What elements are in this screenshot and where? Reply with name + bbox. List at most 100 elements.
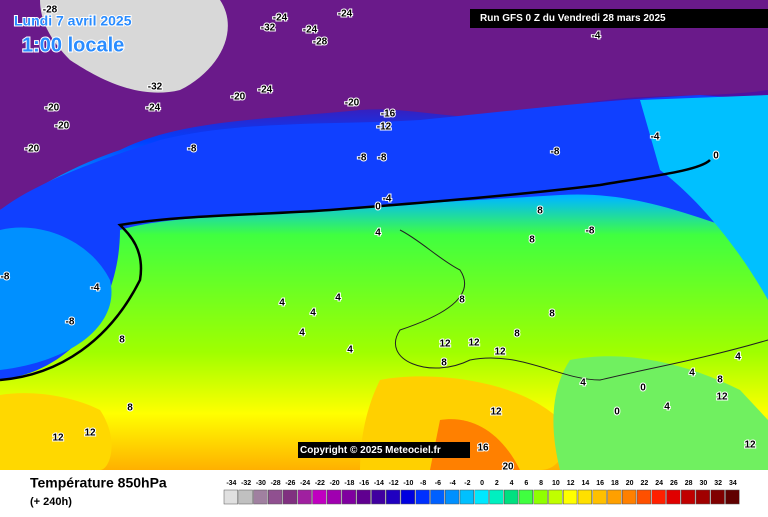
scale-swatch <box>592 489 607 505</box>
contour-label: 0 <box>640 383 646 394</box>
scale-label: 10 <box>552 480 560 487</box>
contour-label: 4 <box>664 402 670 413</box>
scale-label: 18 <box>611 480 619 487</box>
contour-label: 12 <box>494 347 506 358</box>
contour-label: 8 <box>441 358 447 369</box>
contour-label: -8 <box>66 317 75 328</box>
contour-label: 8 <box>119 335 125 346</box>
contour-label: 4 <box>735 352 741 363</box>
contour-label: 4 <box>347 345 353 356</box>
scale-swatch <box>666 489 681 505</box>
contour-label: 4 <box>335 293 341 304</box>
contour-label: -24 <box>146 103 161 114</box>
scale-swatch <box>577 489 592 505</box>
contour-label: -8 <box>358 153 367 164</box>
scale-label: 28 <box>685 480 693 487</box>
contour-label: -24 <box>303 25 318 36</box>
copyright-box <box>298 442 470 458</box>
scale-swatch <box>297 489 312 505</box>
contour-label: 8 <box>529 235 535 246</box>
contour-label: 12 <box>439 339 451 350</box>
date-text: Lundi 7 avril 2025 <box>14 13 132 29</box>
scale-swatch <box>400 489 415 505</box>
contour-label: -20 <box>55 121 70 132</box>
contour-label: 0 <box>375 202 381 213</box>
scale-swatch <box>459 489 474 505</box>
scale-label: -6 <box>435 480 441 487</box>
scale-label: 4 <box>510 480 514 487</box>
contour-label: 4 <box>279 298 285 309</box>
scale-label: -14 <box>374 480 384 487</box>
contour-label: 8 <box>459 295 465 306</box>
cold-band <box>0 95 768 380</box>
scale-label: -28 <box>271 480 281 487</box>
scale-label: 22 <box>640 480 648 487</box>
contour-label: -12 <box>377 122 392 133</box>
very-cold-core <box>40 0 228 93</box>
contour-label: 4 <box>310 308 316 319</box>
scale-swatch <box>268 489 283 505</box>
contour-label: 12 <box>716 392 728 403</box>
scale-label: 20 <box>626 480 634 487</box>
contour-label: -20 <box>231 92 246 103</box>
scale-label: -32 <box>241 480 251 487</box>
scale-label: -20 <box>330 480 340 487</box>
scale-label: -30 <box>256 480 266 487</box>
contour-label: -20 <box>345 98 360 109</box>
contour-label: 0 <box>713 151 719 162</box>
contour-label: -24 <box>273 13 288 24</box>
scale-label: 8 <box>539 480 543 487</box>
contour-label: -32 <box>261 23 276 34</box>
footer-lead: (+ 240h) <box>30 496 72 508</box>
scale-swatch <box>341 489 356 505</box>
scale-label: -26 <box>285 480 295 487</box>
contour-label: 4 <box>299 328 305 339</box>
contour-label: 12 <box>468 338 480 349</box>
scale-label: -10 <box>403 480 413 487</box>
contour-label: -4 <box>651 132 660 143</box>
contour-label: 4 <box>580 378 586 389</box>
contour-label: -8 <box>188 144 197 155</box>
contour-label: -24 <box>338 9 353 20</box>
scale-swatch <box>607 489 622 505</box>
scale-swatch <box>489 489 504 505</box>
contour-label: 12 <box>490 407 502 418</box>
cold-pool <box>0 227 112 370</box>
scale-swatch <box>710 489 725 505</box>
scale-label: -4 <box>450 480 456 487</box>
scale-label: -34 <box>226 480 236 487</box>
contour-label: -4 <box>91 283 100 294</box>
contour-label: 4 <box>689 368 695 379</box>
scale-label: 6 <box>524 480 528 487</box>
scale-label: -12 <box>389 480 399 487</box>
time-text: 1:00 locale <box>22 34 124 56</box>
contour-label: -28 <box>313 37 328 48</box>
contour-label: -28 <box>43 5 58 16</box>
scale-swatch <box>681 489 696 505</box>
scale-swatch <box>548 489 563 505</box>
scale-swatch <box>282 489 297 505</box>
scale-swatch <box>533 489 548 505</box>
scale-label: 2 <box>495 480 499 487</box>
contour-label: 8 <box>717 375 723 386</box>
footer-title: Température 850hPa <box>30 475 167 491</box>
contour-label: -8 <box>551 147 560 158</box>
scale-label: 32 <box>714 480 722 487</box>
scale-swatch <box>651 489 666 505</box>
scale-swatch <box>636 489 651 505</box>
scale-label: 16 <box>596 480 604 487</box>
scale-label: -8 <box>420 480 426 487</box>
coastline <box>394 229 768 381</box>
contour-label: -16 <box>381 109 396 120</box>
contour-label: 12 <box>52 433 64 444</box>
contour-label: -8 <box>378 153 387 164</box>
copyright-text: Copyright © 2025 Meteociel.fr <box>300 445 441 456</box>
scale-label: 24 <box>655 480 663 487</box>
warm-west <box>0 393 112 470</box>
scale-swatch <box>563 489 578 505</box>
contour-label: -4 <box>592 31 601 42</box>
scale-label: 14 <box>581 480 589 487</box>
contour-label: 12 <box>744 440 756 451</box>
contour-label: 8 <box>537 206 543 217</box>
contour-label: 8 <box>514 329 520 340</box>
